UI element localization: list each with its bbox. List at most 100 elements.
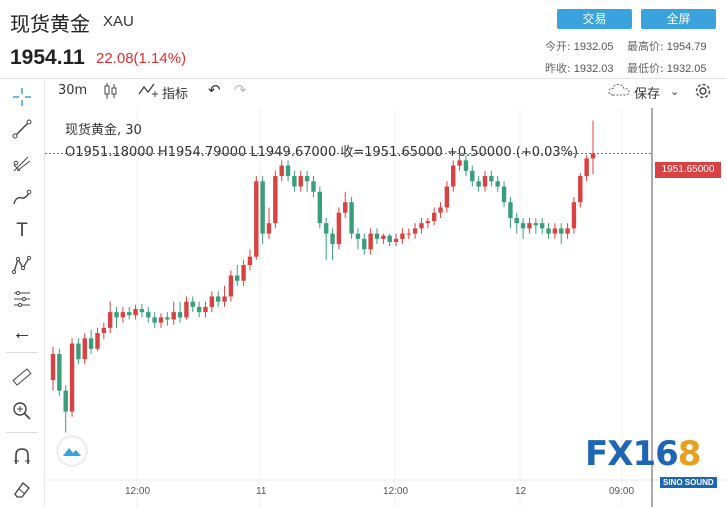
candle-body <box>336 212 342 245</box>
ruler-icon[interactable] <box>8 364 36 390</box>
indicator-button[interactable]: 指标 <box>162 87 189 102</box>
save-button[interactable]: 保存 <box>634 87 661 102</box>
candle-body <box>368 233 373 250</box>
candle-body <box>76 343 81 360</box>
price-change: 22.08(1.14%) <box>96 50 187 67</box>
candle-body <box>50 354 56 381</box>
instrument-title: 现货黄金 <box>10 12 90 36</box>
candle-body <box>254 181 259 257</box>
candle-body <box>546 228 551 234</box>
interval-selector[interactable]: 30m <box>58 83 88 98</box>
watermark-logo: FX168 <box>585 434 702 474</box>
measure-levels-icon[interactable] <box>8 286 36 312</box>
candle-body <box>203 306 208 313</box>
candle-body <box>285 165 291 177</box>
candle-body <box>501 186 507 203</box>
candle-body <box>266 223 272 234</box>
candle-body <box>235 275 240 281</box>
stat-open: 今开: 1932.05 <box>545 38 614 54</box>
candle-body <box>171 312 176 320</box>
candle-body <box>565 228 570 234</box>
brush-icon[interactable] <box>8 184 36 210</box>
legend-name[interactable]: 现货黄金, 30 <box>65 123 142 138</box>
stat-open-value: 1932.05 <box>573 41 614 53</box>
candle-body <box>343 202 348 213</box>
candle-body <box>215 296 221 302</box>
stat-high: 最高价: 1954.79 <box>627 38 707 54</box>
sidebar-divider <box>6 352 38 353</box>
indicator-icon[interactable] <box>138 82 158 102</box>
trend-line-icon[interactable] <box>8 116 36 142</box>
eraser-icon[interactable] <box>8 476 36 502</box>
pattern-tool-icon[interactable] <box>8 252 36 278</box>
candle-body <box>146 312 151 318</box>
candle-body <box>241 265 246 281</box>
candle-body <box>247 256 253 266</box>
candle-body <box>273 176 278 224</box>
watermark-subtext: SINO SOUND <box>660 477 717 488</box>
candle-body <box>578 176 583 203</box>
candle-body <box>393 238 399 242</box>
crosshair-icon[interactable] <box>8 84 36 110</box>
candle-type-icon[interactable] <box>103 82 119 104</box>
stat-prev-label: 昨收: <box>545 62 571 75</box>
candle-body <box>539 223 545 229</box>
redo-icon: ↷ <box>234 81 247 99</box>
candle-body <box>425 221 431 224</box>
candle-body <box>431 212 437 222</box>
candle-body <box>330 233 335 245</box>
candle-body <box>508 202 513 218</box>
x-tick-1: 11 <box>256 486 267 497</box>
drawing-toolbar: T ← <box>0 80 45 507</box>
candle-body <box>101 327 107 334</box>
x-tick-0: 12:00 <box>125 486 151 497</box>
stat-open-label: 今开: <box>545 40 571 53</box>
candle-body <box>63 390 68 412</box>
chevron-down-icon[interactable]: ⌄ <box>670 85 680 98</box>
back-arrow-icon[interactable]: ← <box>12 321 32 344</box>
candle-body <box>209 296 215 307</box>
candle-body <box>152 317 157 323</box>
x-tick-3: 12 <box>515 486 527 497</box>
undo-icon[interactable]: ↶ <box>208 81 221 99</box>
candle-body <box>374 233 380 239</box>
chart-toolbar: 30m 指标 ↶ ↷ 保存 ⌄ <box>0 78 727 107</box>
candle-body <box>482 176 488 187</box>
trade-button[interactable]: 交易 <box>557 9 632 29</box>
logo-accent: 8 <box>677 434 702 474</box>
candle-body <box>317 191 323 224</box>
candle-body <box>381 235 386 239</box>
candle-body <box>279 165 284 177</box>
candle-body <box>584 158 589 177</box>
zoom-in-icon[interactable] <box>8 398 36 424</box>
candle-body <box>127 312 132 316</box>
fib-tool-icon[interactable] <box>8 150 36 176</box>
candle-body <box>228 275 234 297</box>
sidebar-divider-2 <box>6 432 38 433</box>
candle-body <box>514 217 519 224</box>
candle-body <box>590 153 596 159</box>
candle-body <box>552 228 558 234</box>
candle-body <box>362 238 367 250</box>
candle-body <box>139 309 145 313</box>
candle-body <box>95 333 100 349</box>
candle-body <box>114 312 119 318</box>
candle-body <box>190 301 195 307</box>
cloud-icon[interactable] <box>608 83 630 101</box>
mountain-logo-icon[interactable] <box>58 437 86 465</box>
candle-body <box>260 181 265 234</box>
settings-gear-icon[interactable] <box>694 82 712 104</box>
price-chart[interactable] <box>45 108 727 507</box>
fullscreen-button[interactable]: 全屏 <box>641 9 716 29</box>
candle-body <box>133 309 138 316</box>
x-tick-2: 12:00 <box>383 486 409 497</box>
candle-body <box>489 176 494 182</box>
candle-body <box>470 170 475 182</box>
stat-high-label: 最高价: <box>627 40 664 53</box>
candle-body <box>457 160 462 166</box>
candle-body <box>165 317 170 320</box>
magnet-icon[interactable] <box>8 444 36 470</box>
candle-body <box>349 202 354 234</box>
stat-low-label: 最低价: <box>627 62 664 75</box>
text-tool-icon[interactable]: T <box>16 220 28 241</box>
